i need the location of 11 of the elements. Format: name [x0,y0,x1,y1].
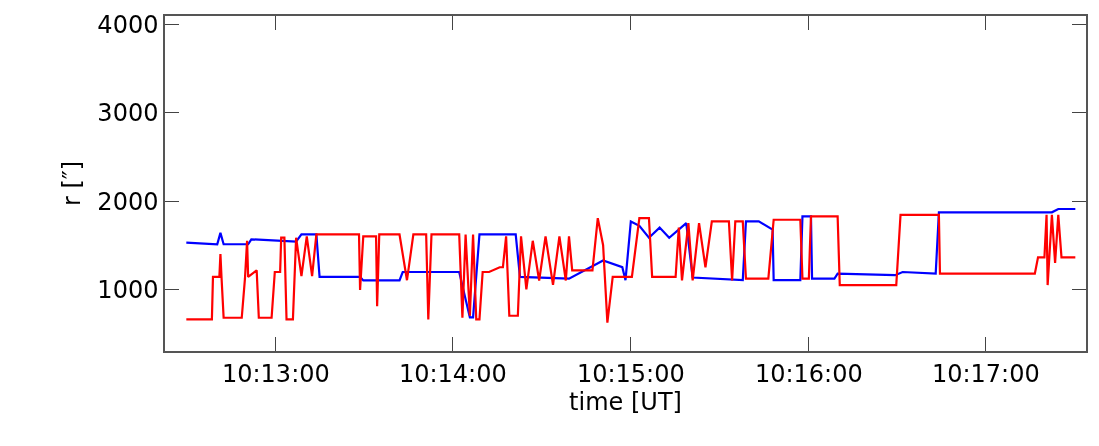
x-tick-label: 10:17:00 [931,359,1040,388]
x-axis-title: time [UT] [569,387,682,416]
y-tick-label: 3000 [97,99,159,128]
y-tick-label: 2000 [97,187,159,216]
x-tick-label: 10:15:00 [576,359,685,388]
x-tick-label: 10:13:00 [221,359,330,388]
y-axis-title: r [″] [57,160,86,207]
y-tick-label: 4000 [97,11,159,40]
y-tick-label: 1000 [97,275,159,304]
x-tick-label: 10:14:00 [398,359,507,388]
x-tick-label: 10:16:00 [754,359,863,388]
